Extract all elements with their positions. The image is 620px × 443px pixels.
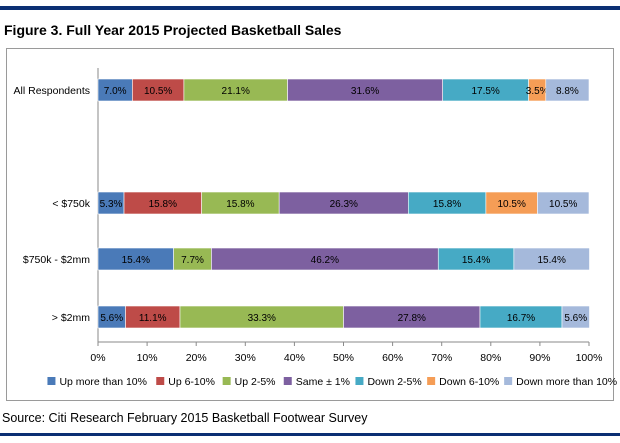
bottom-rule [0,433,620,436]
top-rule [0,6,620,10]
data-label: 7.0% [104,86,127,97]
legend-label: Up more than 10% [59,376,147,388]
data-label: 7.7% [181,255,204,266]
data-label: 5.6% [100,313,123,324]
legend-label: Down more than 10% [516,376,617,388]
x-tick-label: 50% [333,352,354,364]
figure-title: Figure 3. Full Year 2015 Projected Baske… [4,22,342,38]
legend-label: Down 6-10% [439,376,499,388]
legend-label: Up 2-5% [235,376,276,388]
legend-swatch [222,377,231,385]
x-tick-label: 20% [186,352,207,364]
data-label: 15.4% [122,255,150,266]
data-label: 3.5% [526,86,549,97]
data-label: 11.1% [139,313,167,324]
legend-swatch [355,377,364,385]
data-label: 15.8% [149,199,177,210]
data-label: 31.6% [351,86,379,97]
data-label: 10.5% [144,86,172,97]
legend-swatch [283,377,292,385]
x-tick-label: 10% [137,352,158,364]
x-tick-label: 100% [576,352,603,364]
bar-segment [537,191,590,215]
bar-segment [545,78,590,102]
legend-label: Down 2-5% [367,376,421,388]
x-tick-label: 80% [480,352,501,364]
data-label: 8.8% [556,86,579,97]
data-label: 10.5% [497,199,525,210]
data-label: 17.5% [471,86,499,97]
legend-swatch [156,377,165,385]
legend-label: Up 6-10% [168,376,215,388]
legend-swatch [427,377,436,385]
category-label: $750k - $2mm [23,254,90,266]
data-label: 26.3% [330,199,358,210]
data-label: 15.8% [226,199,254,210]
legend-swatch [47,377,56,385]
data-label: 16.7% [507,313,535,324]
category-label: > $2mm [52,312,90,324]
data-label: 27.8% [398,313,426,324]
x-tick-label: 40% [284,352,305,364]
data-label: 15.4% [538,255,566,266]
category-label: All Respondents [14,85,90,97]
x-tick-label: 60% [382,352,403,364]
data-label: 21.1% [222,86,250,97]
category-label: < $750k [52,198,90,210]
data-label: 15.4% [462,255,490,266]
data-label: 15.8% [433,199,461,210]
data-label: 33.3% [248,313,276,324]
legend-swatch [504,377,513,385]
x-tick-label: 70% [431,352,452,364]
data-label: 5.6% [564,313,587,324]
x-tick-label: 0% [90,352,105,364]
bar-segment [561,305,590,329]
source-note: Source: Citi Research February 2015 Bask… [2,411,368,425]
data-label: 5.3% [100,199,123,210]
bar-segment [513,247,590,271]
data-label: 10.5% [549,199,577,210]
x-tick-label: 90% [529,352,550,364]
x-tick-label: 30% [235,352,256,364]
data-label: 46.2% [311,255,339,266]
legend-label: Same ± 1% [296,376,350,388]
